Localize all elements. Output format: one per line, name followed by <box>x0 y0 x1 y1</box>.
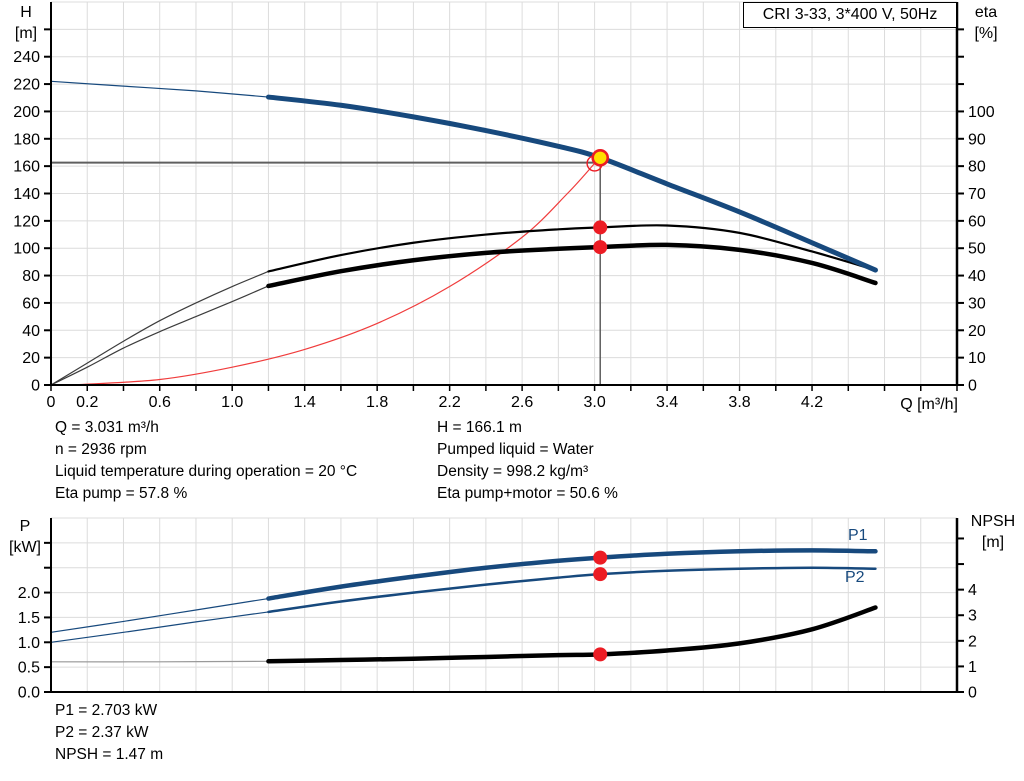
x-tick-label: 1.0 <box>221 394 243 411</box>
npsh-axis-title-line1: NPSH <box>970 513 1016 530</box>
duty-point-marker <box>591 148 610 167</box>
P1-curve <box>266 548 878 601</box>
right-tick-label: 20 <box>968 323 986 340</box>
x-tick-label: 0 <box>47 394 56 411</box>
right-tick-label: 60 <box>968 213 986 230</box>
left-tick-label: 220 <box>13 77 40 94</box>
left-tick-label: 0.5 <box>18 660 40 677</box>
p-axis-title-line2: [kW] <box>9 539 41 556</box>
p1-curve-label: P1 <box>848 527 868 544</box>
left-tick-label: 200 <box>13 104 40 121</box>
right-tick-label: 100 <box>968 104 995 121</box>
p-axis-title: P [kW] <box>2 516 48 558</box>
left-tick-label: 60 <box>22 295 40 312</box>
info-pumped-liquid: Pumped liquid = Water <box>437 441 594 458</box>
eta-axis-title-line2: [%] <box>974 25 998 42</box>
x-tick-label: 2.6 <box>511 394 533 411</box>
red-dot-marker <box>593 567 608 582</box>
p2-curve-label: P2 <box>845 569 865 586</box>
eta-pump-motor <box>266 242 878 289</box>
info-eta-pump: Eta pump = 57.8 % <box>55 485 188 502</box>
npsh-axis-title-line2: [m] <box>981 534 1005 551</box>
info-q: Q = 3.031 m³/h <box>55 419 159 436</box>
info-liquid-temperature: Liquid temperature during operation = 20… <box>55 463 358 480</box>
red-dot-marker <box>593 240 608 255</box>
right-tick-label: 40 <box>968 268 986 285</box>
P2-curve <box>267 566 877 614</box>
eta-pump-extrapolated <box>50 270 269 386</box>
eta-pump-motor-extrapolated <box>50 285 269 386</box>
pump-title-box: CRI 3-33, 3*400 V, 50Hz <box>743 2 957 28</box>
bottom-info: P1 = 2.703 kW P2 = 2.37 kW NPSH = 1.47 m <box>55 700 163 766</box>
left-tick-label: 100 <box>13 241 40 258</box>
right-tick-label: 10 <box>968 350 986 367</box>
top-info-left: Q = 3.031 m³/h n = 2936 rpm Liquid tempe… <box>55 417 357 505</box>
right-tick-label: 4 <box>968 582 977 599</box>
x-tick-label: 4.2 <box>801 394 823 411</box>
left-tick-label: 140 <box>13 186 40 203</box>
P2-curve-extrapolated <box>50 611 269 643</box>
system-curve <box>78 163 596 386</box>
h-axis-title: H [m] <box>5 2 47 44</box>
x-tick-label: 2.2 <box>439 394 461 411</box>
right-tick-label: 0 <box>968 685 977 702</box>
right-tick-label: 80 <box>968 159 986 176</box>
left-tick-label: 240 <box>13 49 40 66</box>
info-head: H = 166.1 m <box>437 419 522 436</box>
p-axis-title-line1: P <box>19 518 31 535</box>
eta-pump <box>267 224 877 273</box>
info-npsh: NPSH = 1.47 m <box>55 746 164 763</box>
x-tick-label: 0.6 <box>149 394 171 411</box>
QH-curve-extrapolated <box>50 80 269 98</box>
eta-axis-title-line1: eta <box>974 4 998 21</box>
top-info-right: H = 166.1 m Pumped liquid = Water Densit… <box>437 417 618 505</box>
QH-curve <box>265 94 878 273</box>
x-tick-label: 1.8 <box>366 394 388 411</box>
info-p2: P2 = 2.37 kW <box>55 724 149 741</box>
red-dot-marker <box>593 647 608 662</box>
left-tick-label: 180 <box>13 131 40 148</box>
right-tick-label: 3 <box>968 608 977 625</box>
info-density: Density = 998.2 kg/m³ <box>437 463 589 480</box>
x-tick-label: 0.2 <box>76 394 98 411</box>
right-tick-label: 30 <box>968 295 986 312</box>
h-axis-title-line1: H <box>20 4 32 21</box>
right-tick-label: 2 <box>968 633 977 650</box>
left-tick-label: 40 <box>22 323 40 340</box>
left-tick-label: 0.0 <box>18 685 40 702</box>
x-tick-label: 3.4 <box>656 394 678 411</box>
left-tick-label: 1.5 <box>18 610 40 627</box>
left-tick-label: 80 <box>22 268 40 285</box>
x-tick-label: 3.8 <box>728 394 750 411</box>
right-tick-label: 1 <box>968 659 977 676</box>
eta-axis-title: eta [%] <box>962 2 1010 44</box>
q-axis-title: Q [m³/h] <box>900 396 958 413</box>
right-tick-label: 70 <box>968 186 986 203</box>
info-speed: n = 2936 rpm <box>55 441 147 458</box>
left-tick-label: 120 <box>13 213 40 230</box>
left-tick-label: 1.0 <box>18 635 40 652</box>
x-tick-label: 3.0 <box>583 394 605 411</box>
h-axis-title-line2: [m] <box>14 25 38 42</box>
right-tick-label: 50 <box>968 241 986 258</box>
NPSH-curve <box>266 605 878 664</box>
left-tick-label: 0 <box>31 378 40 395</box>
left-tick-label: 160 <box>13 159 40 176</box>
right-tick-label: 0 <box>968 378 977 395</box>
P1-curve-extrapolated <box>50 597 269 633</box>
red-dot-marker <box>593 550 608 565</box>
red-dot-marker <box>593 220 608 235</box>
info-p1: P1 = 2.703 kW <box>55 702 158 719</box>
info-eta-pump-motor: Eta pump+motor = 50.6 % <box>437 485 618 502</box>
right-tick-label: 90 <box>968 131 986 148</box>
left-tick-label: 2.0 <box>18 585 40 602</box>
left-tick-label: 20 <box>22 350 40 367</box>
x-tick-label: 1.4 <box>294 394 316 411</box>
npsh-axis-title: NPSH [m] <box>964 511 1022 553</box>
NPSH-curve-extrapolated <box>50 660 269 663</box>
